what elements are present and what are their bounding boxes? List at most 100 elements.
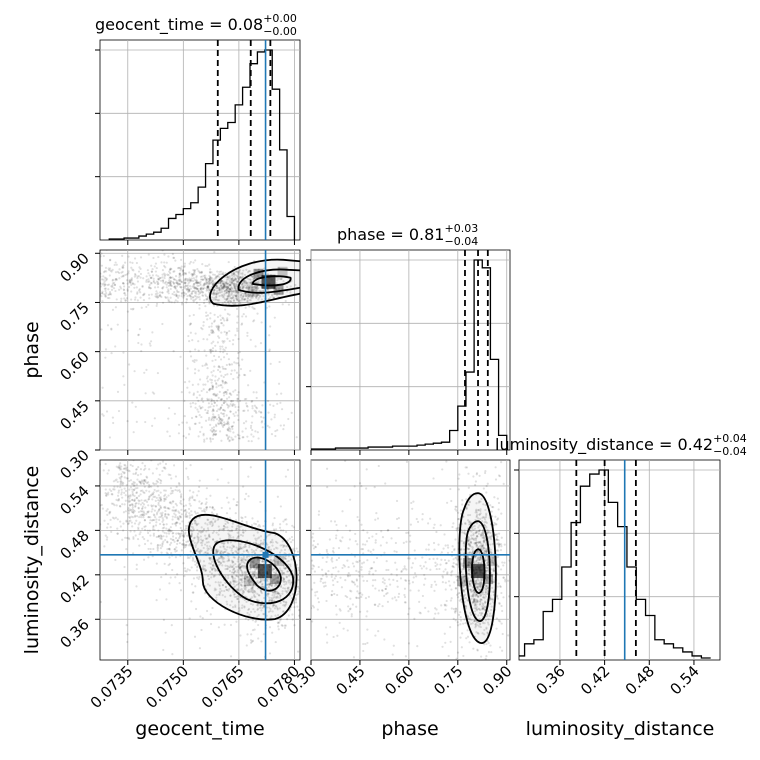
joint-geocent_time-vs-phase-sample bbox=[206, 397, 209, 400]
joint-geocent_time-vs-luminosity_distance-sample bbox=[114, 558, 117, 562]
joint-geocent_time-vs-luminosity_distance-sample bbox=[154, 524, 158, 527]
joint-geocent_time-vs-luminosity_distance-sample bbox=[245, 644, 248, 647]
joint-geocent_time-vs-luminosity_distance-sample bbox=[134, 504, 137, 507]
joint-geocent_time-vs-luminosity_distance-sample bbox=[233, 595, 236, 599]
joint-geocent_time-vs-phase-sample bbox=[100, 282, 102, 285]
joint-geocent_time-vs-luminosity_distance-sample bbox=[242, 531, 245, 534]
joint-geocent_time-vs-phase-sample bbox=[209, 351, 212, 354]
joint-geocent_time-vs-phase-sample bbox=[266, 399, 270, 403]
joint-geocent_time-vs-luminosity_distance-sample bbox=[235, 527, 238, 530]
joint-geocent_time-vs-phase-sample bbox=[252, 307, 255, 310]
joint-geocent_time-vs-phase-sample bbox=[232, 271, 235, 275]
joint-geocent_time-vs-phase-sample bbox=[148, 297, 151, 300]
joint-geocent_time-vs-luminosity_distance-sample bbox=[266, 543, 269, 546]
joint-geocent_time-vs-luminosity_distance-sample bbox=[159, 498, 162, 501]
joint-geocent_time-vs-luminosity_distance-sample bbox=[202, 568, 205, 571]
joint-geocent_time-vs-luminosity_distance-sample bbox=[147, 516, 150, 519]
joint-geocent_time-vs-phase-sample bbox=[207, 281, 210, 284]
joint-geocent_time-vs-phase-sample bbox=[102, 271, 106, 274]
joint-geocent_time-vs-phase-sample bbox=[185, 288, 189, 291]
joint-geocent_time-vs-phase-sample bbox=[102, 282, 105, 285]
joint-geocent_time-vs-luminosity_distance-sample bbox=[148, 485, 151, 488]
joint-geocent_time-vs-phase-sample bbox=[156, 296, 159, 299]
joint-geocent_time-vs-phase-sample bbox=[122, 264, 125, 267]
joint-geocent_time-vs-phase-sample bbox=[225, 282, 229, 285]
joint-geocent_time-vs-luminosity_distance-sample bbox=[273, 604, 276, 607]
joint-geocent_time-vs-luminosity_distance-sample bbox=[229, 623, 233, 627]
joint-geocent_time-vs-phase-sample bbox=[161, 301, 165, 304]
joint-geocent_time-vs-luminosity_distance-sample bbox=[157, 503, 160, 506]
joint-geocent_time-vs-phase-sample bbox=[161, 286, 164, 290]
joint-geocent_time-vs-luminosity_distance-sample bbox=[257, 623, 260, 627]
joint-geocent_time-vs-phase-sample bbox=[252, 435, 255, 438]
joint-geocent_time-vs-luminosity_distance-sample bbox=[285, 523, 288, 526]
joint-geocent_time-vs-phase-sample bbox=[173, 285, 177, 288]
joint-geocent_time-vs-phase-sample bbox=[214, 394, 217, 397]
joint-geocent_time-vs-phase-sample bbox=[236, 293, 239, 296]
joint-geocent_time-vs-luminosity_distance-sample bbox=[253, 522, 256, 525]
joint-geocent_time-vs-luminosity_distance-sample bbox=[166, 507, 169, 510]
joint-geocent_time-vs-phase-sample bbox=[177, 290, 180, 294]
joint-geocent_time-vs-luminosity_distance-sample bbox=[207, 529, 210, 532]
joint-geocent_time-vs-luminosity_distance-sample bbox=[271, 598, 274, 601]
joint-geocent_time-vs-phase-sample bbox=[254, 296, 258, 299]
joint-geocent_time-vs-luminosity_distance-sample bbox=[160, 513, 164, 516]
joint-geocent_time-vs-luminosity_distance-sample bbox=[127, 536, 130, 539]
joint-geocent_time-vs-luminosity_distance-sample bbox=[201, 530, 204, 533]
hist-luminosity_distance-bar bbox=[636, 599, 645, 660]
joint-geocent_time-vs-luminosity_distance-sample bbox=[139, 467, 143, 471]
joint-geocent_time-vs-phase-sample bbox=[236, 291, 239, 294]
joint-geocent_time-vs-luminosity_distance-sample bbox=[143, 468, 146, 471]
joint-geocent_time-vs-luminosity_distance-sample bbox=[215, 550, 218, 553]
joint-geocent_time-vs-phase-sample bbox=[133, 257, 137, 260]
joint-geocent_time-vs-phase-sample bbox=[276, 429, 279, 432]
joint-geocent_time-vs-phase-sample bbox=[113, 283, 117, 286]
joint-geocent_time-vs-phase-sample bbox=[249, 278, 252, 281]
joint-geocent_time-vs-luminosity_distance-sample bbox=[151, 555, 154, 558]
joint-geocent_time-vs-luminosity_distance-sample bbox=[283, 583, 286, 586]
joint-geocent_time-vs-phase-sample bbox=[214, 287, 217, 290]
joint-geocent_time-vs-phase-sample bbox=[269, 362, 272, 365]
joint-geocent_time-vs-luminosity_distance-sample bbox=[162, 526, 166, 529]
joint-geocent_time-vs-luminosity_distance-sample bbox=[194, 512, 198, 515]
joint-geocent_time-vs-phase-sample bbox=[206, 380, 209, 383]
hist-luminosity_distance-bar bbox=[655, 640, 664, 660]
joint-geocent_time-vs-phase-sample bbox=[216, 379, 219, 382]
joint-geocent_time-vs-phase-sample bbox=[256, 431, 259, 434]
joint-geocent_time-vs-phase-sample bbox=[254, 285, 257, 288]
joint-geocent_time-vs-phase-sample bbox=[221, 316, 224, 319]
joint-geocent_time-vs-luminosity_distance-sample bbox=[133, 481, 136, 484]
joint-geocent_time-vs-phase-sample bbox=[230, 274, 234, 277]
joint-geocent_time-vs-phase-sample bbox=[226, 285, 229, 289]
joint-geocent_time-vs-luminosity_distance-sample bbox=[148, 490, 151, 493]
joint-geocent_time-vs-luminosity_distance-sample bbox=[204, 551, 208, 554]
joint-geocent_time-vs-phase-sample bbox=[236, 281, 239, 284]
joint-geocent_time-vs-luminosity_distance-sample bbox=[296, 550, 299, 553]
joint-geocent_time-vs-luminosity_distance-sample bbox=[165, 516, 168, 519]
joint-geocent_time-vs-luminosity_distance-sample bbox=[128, 516, 131, 520]
joint-geocent_time-vs-phase-sample bbox=[165, 261, 168, 264]
joint-geocent_time-vs-phase-sample bbox=[221, 293, 224, 296]
joint-geocent_time-vs-phase-sample bbox=[179, 280, 182, 283]
joint-geocent_time-vs-phase-sample bbox=[199, 282, 202, 285]
joint-phase-vs-luminosity_distance-sample bbox=[459, 509, 462, 512]
joint-geocent_time-vs-luminosity_distance-sample bbox=[236, 524, 239, 528]
joint-geocent_time-vs-luminosity_distance-sample bbox=[242, 546, 245, 549]
joint-geocent_time-vs-luminosity_distance-sample bbox=[211, 564, 215, 567]
joint-geocent_time-vs-luminosity_distance-sample bbox=[185, 544, 188, 547]
joint-geocent_time-vs-phase-sample bbox=[159, 279, 163, 282]
joint-geocent_time-vs-phase-sample bbox=[232, 278, 235, 282]
joint-geocent_time-vs-luminosity_distance-sample bbox=[227, 558, 230, 562]
joint-geocent_time-vs-luminosity_distance-sample bbox=[198, 485, 201, 489]
joint-geocent_time-vs-phase-sample bbox=[205, 354, 208, 357]
joint-geocent_time-vs-phase-sample bbox=[217, 396, 220, 399]
joint-geocent_time-vs-phase-sample bbox=[269, 296, 272, 299]
joint-geocent_time-vs-phase-sample bbox=[225, 397, 229, 400]
joint-geocent_time-vs-phase-sample bbox=[244, 280, 247, 283]
joint-geocent_time-vs-luminosity_distance-sample bbox=[186, 540, 190, 543]
joint-geocent_time-vs-luminosity_distance-sample bbox=[273, 578, 276, 581]
joint-geocent_time-vs-luminosity_distance-sample bbox=[168, 556, 171, 559]
joint-geocent_time-vs-luminosity_distance-sample bbox=[161, 469, 164, 473]
hist-luminosity_distance-bar bbox=[683, 652, 692, 660]
joint-geocent_time-vs-luminosity_distance-sample bbox=[220, 541, 223, 545]
